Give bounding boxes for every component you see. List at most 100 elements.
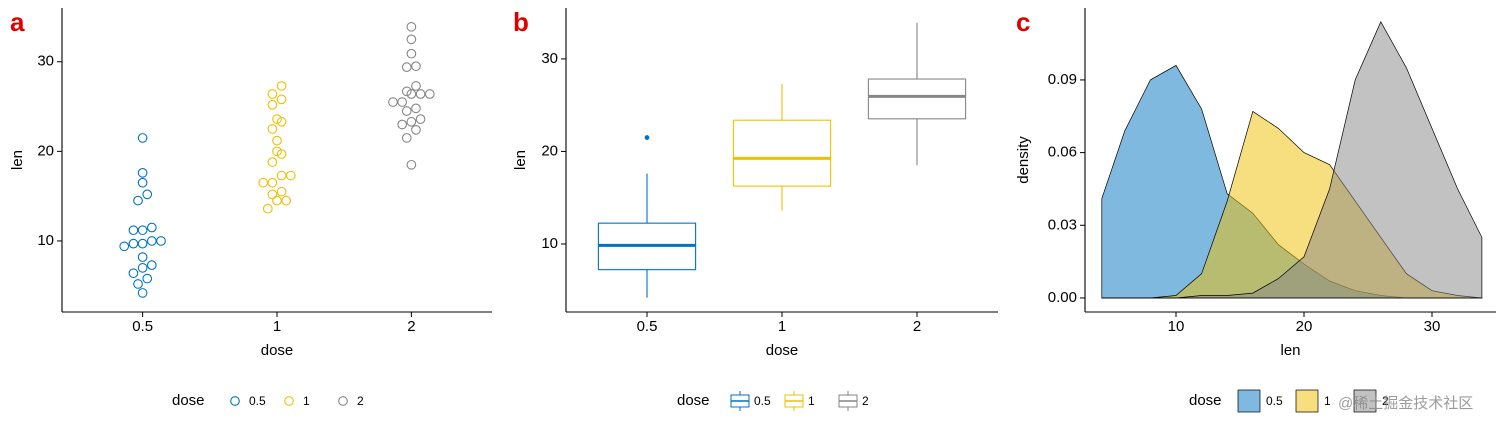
- dot: [137, 238, 148, 249]
- dot: [276, 81, 287, 91]
- panel: a dose len 10 20 30 0.5 1 2 dose 0.5 1 2: [9, 7, 492, 409]
- dot: [142, 189, 153, 200]
- legend: dose 0.5 1 2: [1189, 389, 1389, 413]
- legend-label: 1: [808, 394, 815, 408]
- plot-area: [1101, 21, 1483, 299]
- legend: dose 0.5 1 2: [172, 392, 364, 409]
- y-tick-label: 20: [541, 142, 558, 159]
- x-tick-label: 30: [1424, 318, 1441, 335]
- y-axis-title: len: [512, 150, 529, 170]
- legend-label: 1: [1324, 394, 1331, 408]
- x-tick-label: 10: [1168, 318, 1185, 335]
- x-tick-label: 1: [778, 318, 786, 335]
- dot: [142, 273, 153, 284]
- dot: [397, 97, 408, 107]
- legend-title: dose: [172, 392, 205, 409]
- dot: [411, 103, 421, 114]
- outlier: [644, 135, 650, 140]
- dot: [406, 48, 417, 59]
- legend-key: [1237, 389, 1261, 413]
- dot: [406, 21, 417, 32]
- density-area: [1101, 21, 1483, 299]
- legend-key: [1295, 389, 1319, 413]
- x-axis-title: dose: [766, 342, 799, 359]
- dot: [156, 236, 166, 246]
- y-axis-title: density: [1015, 136, 1032, 184]
- dot: [137, 252, 148, 262]
- dot: [276, 94, 287, 105]
- panel: b dose len 10 20 30 0.5 1 2 dose 0.5 1 2: [512, 7, 998, 411]
- dot: [406, 89, 417, 99]
- dot: [128, 238, 139, 249]
- dot: [411, 125, 421, 135]
- x-tick-label: 2: [913, 318, 921, 335]
- dot: [267, 99, 278, 110]
- dot: [276, 149, 287, 159]
- legend-key: [338, 396, 348, 406]
- legend-key: [1353, 389, 1377, 413]
- dot: [388, 97, 398, 107]
- dot: [406, 34, 417, 45]
- dot: [146, 260, 157, 270]
- dot: [267, 189, 278, 200]
- dot: [276, 116, 287, 127]
- dot: [146, 236, 157, 246]
- legend-key: [230, 396, 240, 406]
- legend-label: 0.5: [754, 394, 771, 408]
- dot: [133, 195, 143, 206]
- dot: [262, 203, 273, 214]
- dot: [272, 195, 282, 206]
- plot-area: [119, 21, 435, 298]
- dot: [137, 168, 148, 178]
- dot: [258, 177, 269, 188]
- dot: [137, 177, 148, 188]
- dot: [401, 106, 412, 116]
- dot: [128, 225, 139, 236]
- legend-label: 0.5: [249, 394, 266, 408]
- dot: [137, 288, 148, 298]
- dot: [401, 86, 412, 97]
- y-tick-label: 30: [37, 53, 54, 70]
- legend-label: 2: [1382, 394, 1389, 408]
- legend: dose 0.5 1 2: [677, 391, 869, 411]
- y-tick-label: 0.03: [1048, 216, 1077, 233]
- dot: [137, 225, 148, 236]
- legend-title: dose: [677, 392, 710, 409]
- dot: [146, 222, 157, 233]
- dot: [272, 135, 282, 146]
- legend-label: 0.5: [1266, 394, 1283, 408]
- box: [867, 78, 967, 120]
- y-tick-label: 0.09: [1048, 71, 1077, 88]
- dot: [119, 241, 130, 252]
- dot: [285, 170, 296, 181]
- dot: [424, 89, 435, 99]
- dot: [128, 268, 139, 279]
- x-tick-label: 0.5: [132, 318, 153, 335]
- dot: [267, 124, 278, 134]
- dot: [415, 114, 426, 124]
- dot: [267, 157, 278, 167]
- y-tick-label: 10: [541, 235, 558, 252]
- y-axis-title: len: [9, 150, 26, 170]
- dot: [397, 119, 408, 130]
- dot: [137, 262, 148, 273]
- dot: [281, 195, 292, 206]
- panel-label: a: [10, 7, 25, 37]
- legend-label: 2: [357, 394, 364, 408]
- dot: [133, 279, 143, 289]
- y-tick-label: 0.00: [1048, 289, 1077, 306]
- legend-label: 1: [303, 394, 310, 408]
- x-tick-label: 0.5: [637, 318, 658, 335]
- x-tick-label: 2: [407, 318, 415, 335]
- dot: [401, 133, 412, 143]
- box: [732, 119, 832, 187]
- dot: [276, 170, 287, 181]
- dot: [272, 146, 282, 157]
- panel-label: c: [1016, 7, 1030, 37]
- y-tick-label: 10: [37, 232, 54, 249]
- y-tick-label: 20: [37, 142, 54, 159]
- legend-label: 2: [862, 394, 869, 408]
- dot: [267, 177, 278, 188]
- dot: [137, 133, 148, 143]
